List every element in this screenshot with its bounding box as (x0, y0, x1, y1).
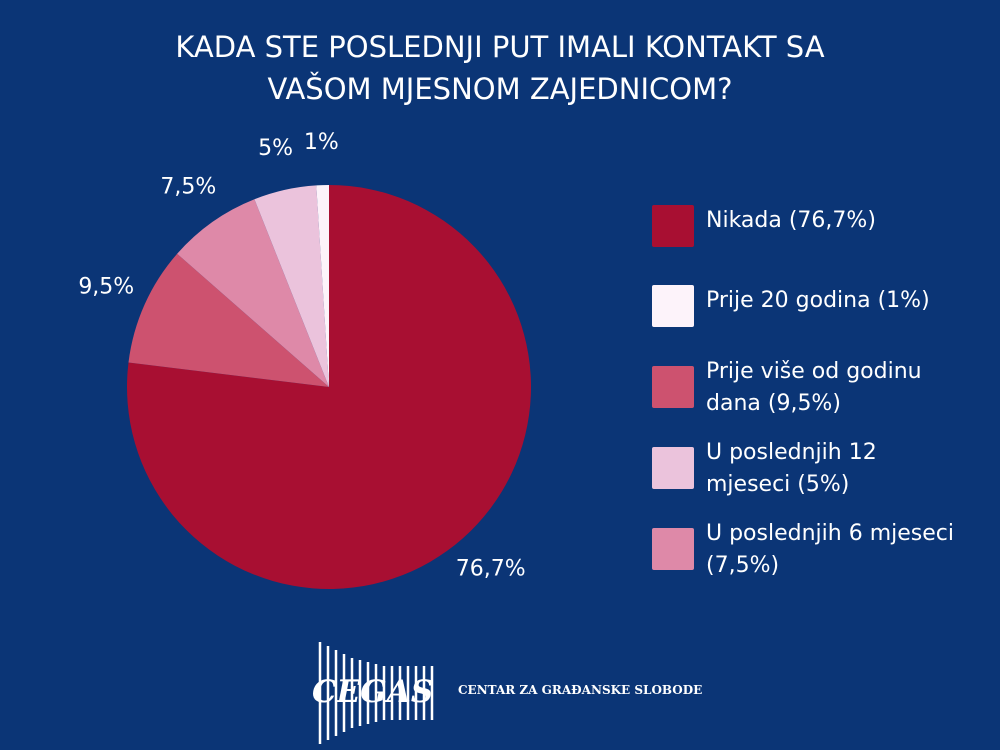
legend-label: Prije 20 godina (1%) (706, 288, 930, 313)
legend-swatch (652, 366, 694, 408)
legend-swatch (652, 205, 694, 247)
legend-item: Prije 20 godina (1%) (652, 285, 972, 327)
legend-item: Prije više od godinu dana (9,5%) (652, 356, 972, 420)
chart-title: KADA STE POSLEDNJI PUT IMALI KONTAKT SA … (175, 30, 825, 106)
pie-slice (126, 185, 531, 590)
legend-swatch (652, 447, 694, 489)
data-label: 9,5% (78, 274, 134, 299)
data-label: 1% (304, 130, 339, 155)
legend-item: U poslednjih 12 mjeseci (5%) (652, 437, 972, 501)
legend-item: U poslednjih 6 mjeseci (7,5%) (652, 518, 972, 582)
legend-label: Nikada (76,7%) (706, 208, 876, 233)
legend-item: Nikada (76,7%) (652, 205, 972, 247)
data-label: 7,5% (160, 175, 216, 200)
pie-slice (254, 185, 329, 387)
legend-swatch (652, 285, 694, 327)
legend-label: Prije više od godinu dana (9,5%) (706, 359, 922, 416)
pie-slice (128, 253, 329, 387)
pie-slice (316, 185, 329, 387)
data-label: 5% (258, 136, 293, 161)
chart: 76,7% 9,5% 7,5% 5% 1% (78, 130, 531, 590)
logo-tagline: CENTAR ZA GRAĐANSKE SLOBODE (458, 683, 703, 697)
logo-stripes (318, 642, 434, 744)
legend-label: U poslednjih 6 mjeseci (7,5%) (706, 521, 954, 578)
data-label: 76,7% (456, 557, 526, 582)
logo-name: CEGAS (312, 674, 434, 710)
legend-swatch (652, 528, 694, 570)
pie-slice (177, 199, 329, 387)
legend-label: U poslednjih 12 mjeseci (5%) (706, 440, 877, 497)
